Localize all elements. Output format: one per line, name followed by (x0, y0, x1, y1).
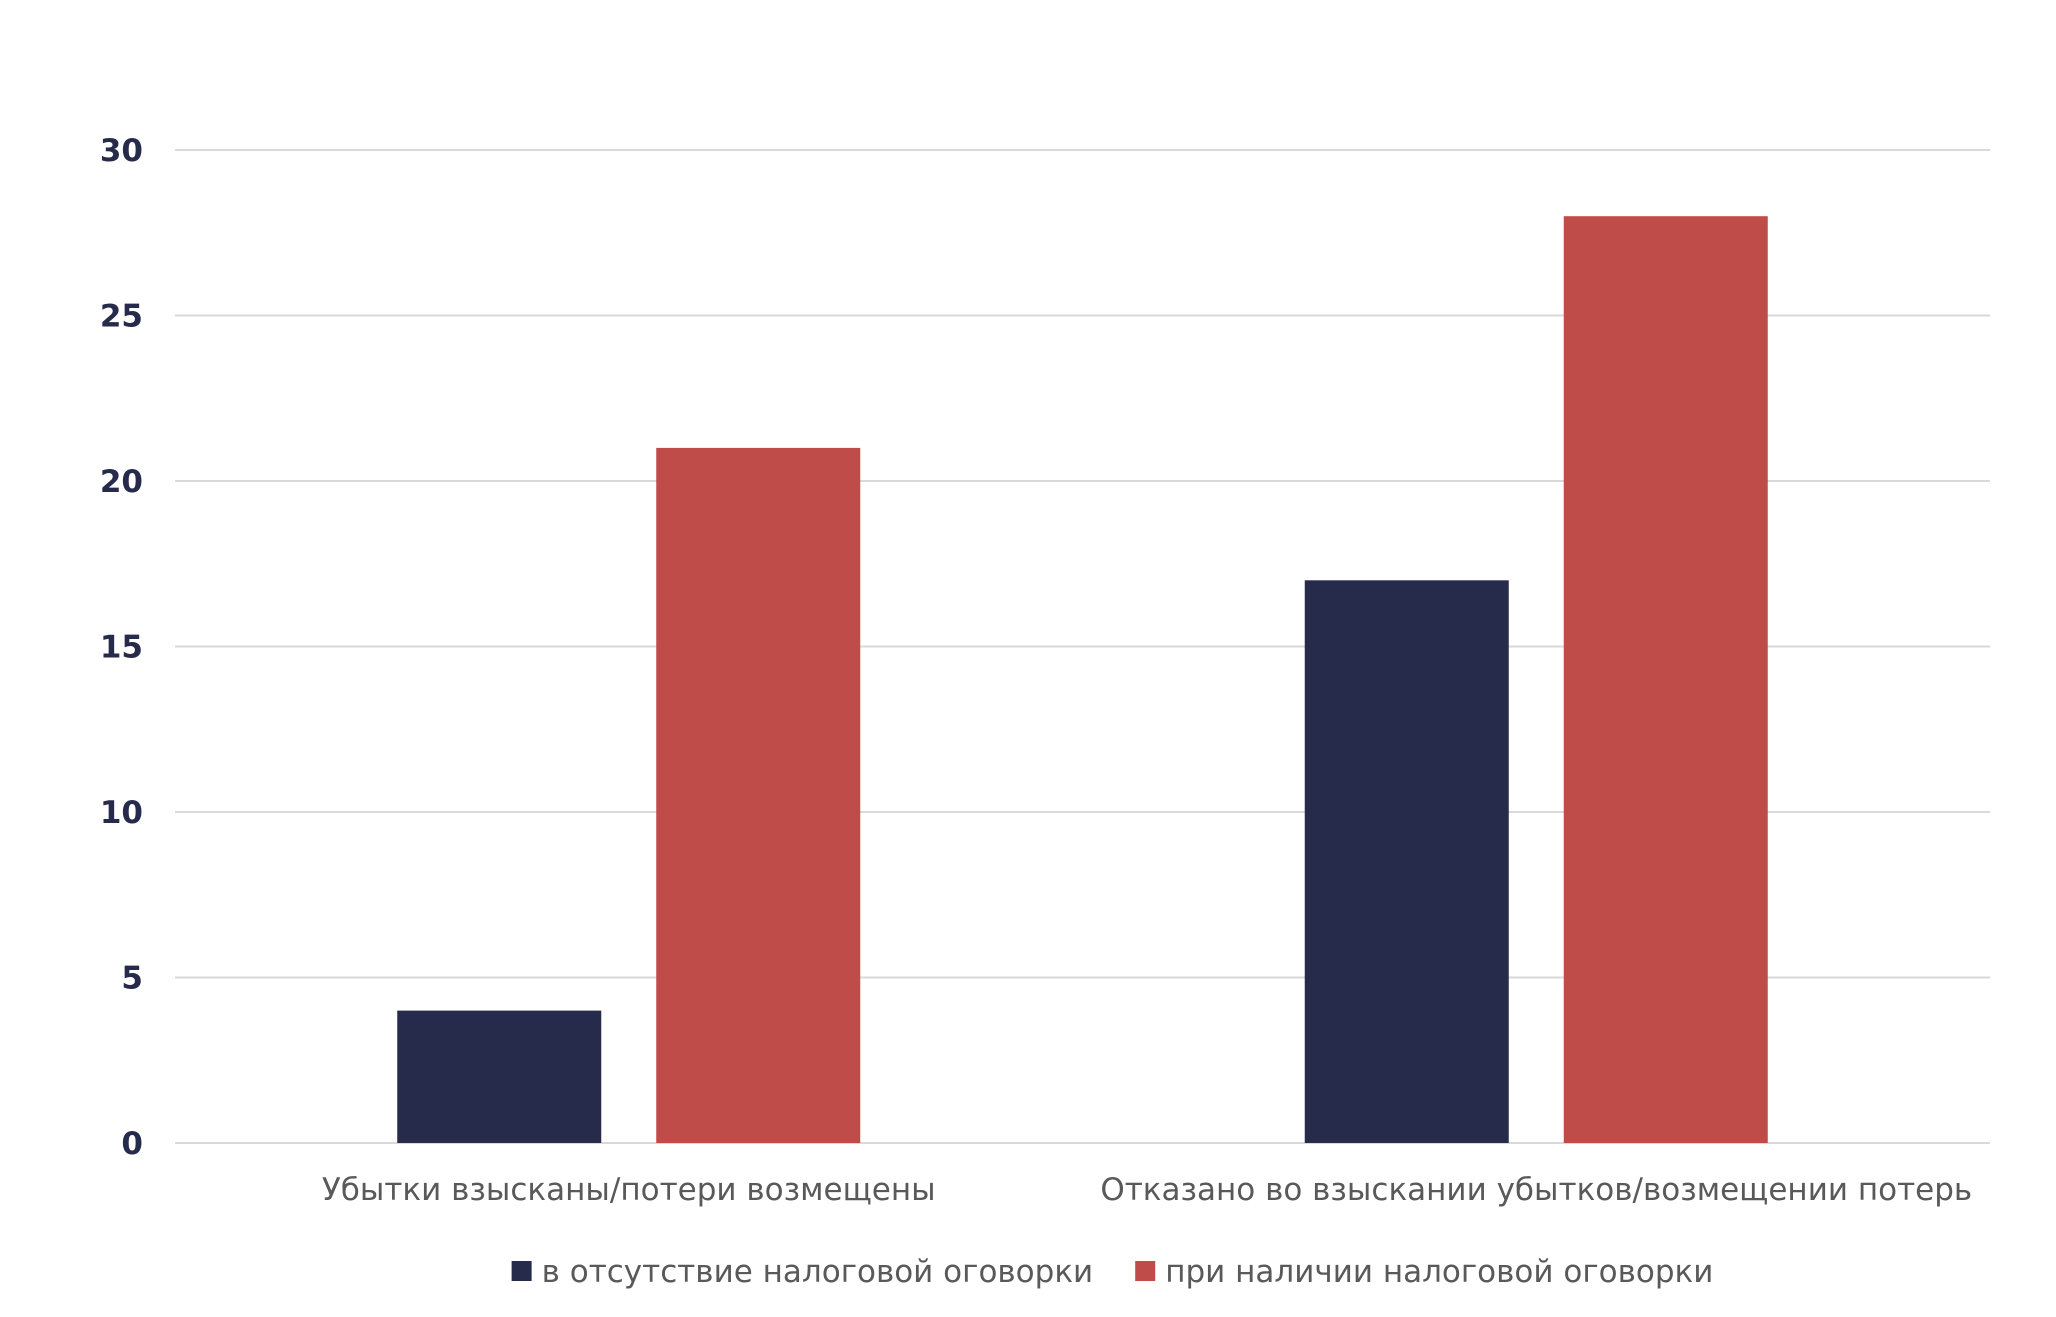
bar (1563, 216, 1768, 1143)
bar (656, 447, 861, 1143)
y-tick-label: 0 (121, 1126, 143, 1162)
y-tick-label: 20 (100, 464, 143, 500)
y-tick-label: 10 (100, 795, 143, 831)
legend-label: при наличии налоговой оговорки (1165, 1254, 1713, 1290)
y-axis-ticks: 0 5 10 15 20 25 30 (100, 133, 143, 1162)
legend-item: в отсутствие налоговой оговорки (511, 1254, 1094, 1290)
x-category-label: Отказано во взыскании убытков/возмещении… (1100, 1172, 1972, 1208)
bar (1304, 580, 1509, 1143)
legend-swatch (511, 1261, 532, 1281)
y-tick-label: 30 (100, 133, 143, 169)
bar (397, 1010, 602, 1143)
y-tick-label: 15 (100, 630, 143, 666)
y-tick-label: 5 (121, 961, 143, 997)
bars (397, 216, 1768, 1143)
gridlines (175, 149, 1990, 1144)
legend-item: при наличии налоговой оговорки (1135, 1254, 1713, 1290)
x-axis-categories: Убытки взысканы/потери возмещены Отказано… (322, 1172, 1972, 1208)
legend-label: в отсутствие налоговой оговорки (542, 1254, 1094, 1290)
legend-swatch (1135, 1261, 1156, 1281)
y-tick-label: 25 (100, 299, 143, 335)
legend: в отсутствие налоговой оговорки при налич… (511, 1254, 1713, 1290)
x-category-label: Убытки взысканы/потери возмещены (322, 1172, 936, 1208)
